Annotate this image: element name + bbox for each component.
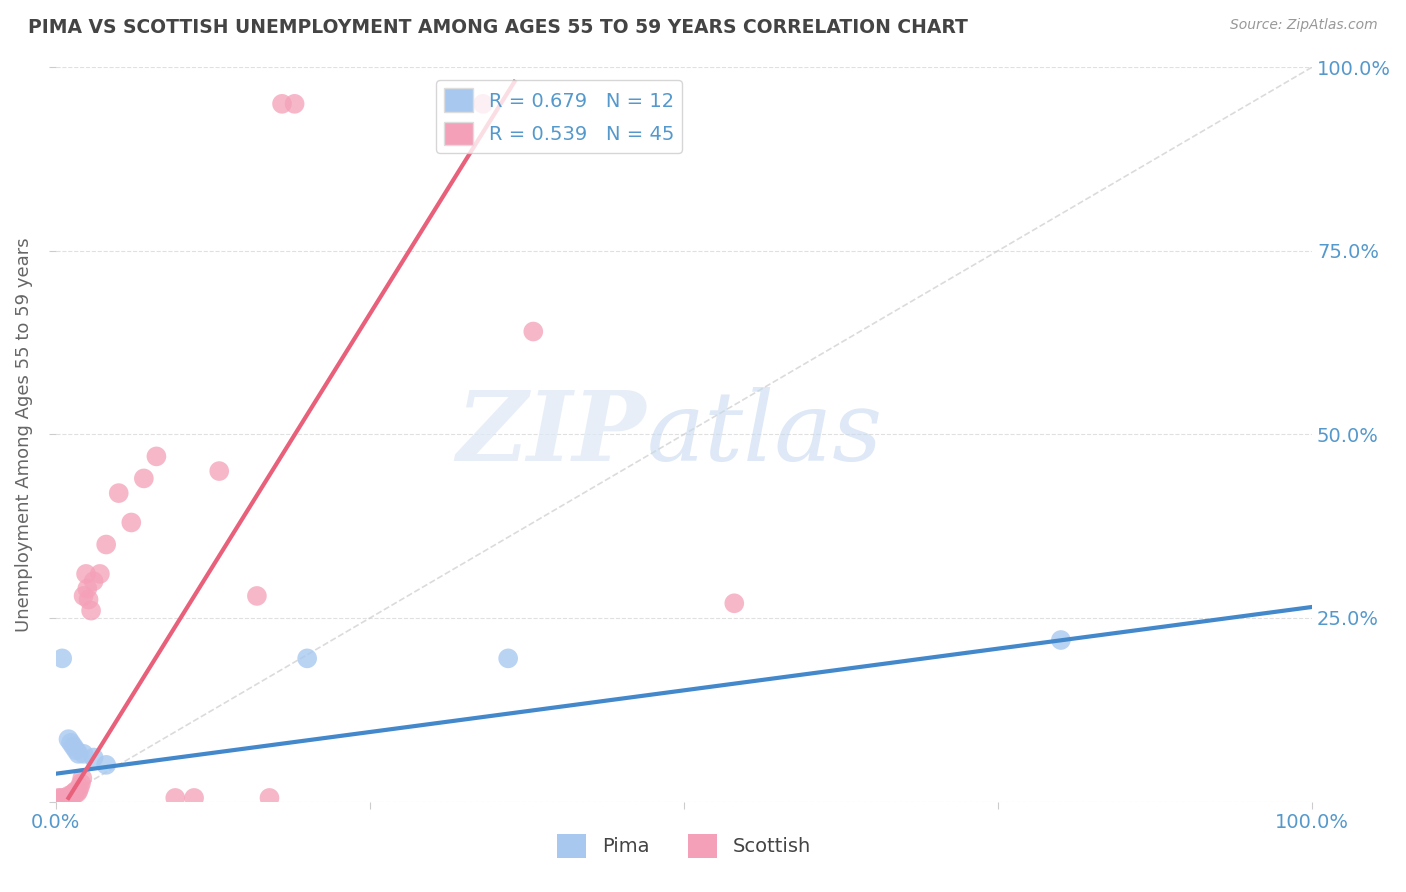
Point — [75, 566, 97, 581]
Point — [58, 791, 80, 805]
Point — [72, 771, 94, 785]
Point — [52, 792, 75, 806]
Point — [69, 780, 91, 794]
Point — [723, 596, 745, 610]
Point — [120, 516, 142, 530]
Point — [49, 793, 72, 807]
Point — [48, 792, 70, 806]
Point — [59, 791, 82, 805]
Point — [67, 783, 90, 797]
Point — [1050, 632, 1073, 647]
Point — [96, 537, 118, 551]
Point — [83, 750, 105, 764]
Y-axis label: Unemployment Among Ages 55 to 59 years: Unemployment Among Ages 55 to 59 years — [15, 237, 32, 632]
Point — [107, 486, 129, 500]
Point — [246, 589, 269, 603]
Point — [51, 651, 73, 665]
Point — [56, 792, 79, 806]
Point — [80, 604, 103, 618]
Point — [208, 464, 231, 478]
Point — [295, 651, 318, 665]
Point — [67, 747, 90, 761]
Point — [51, 792, 73, 806]
Point — [183, 791, 205, 805]
Point — [59, 736, 82, 750]
Point — [472, 96, 495, 111]
Point — [58, 789, 80, 803]
Point — [62, 739, 84, 754]
Text: atlas: atlas — [647, 387, 883, 482]
Point — [72, 747, 94, 761]
Text: Source: ZipAtlas.com: Source: ZipAtlas.com — [1230, 18, 1378, 32]
Point — [259, 791, 281, 805]
Point — [60, 787, 83, 801]
Point — [89, 566, 111, 581]
Point — [496, 651, 519, 665]
Text: PIMA VS SCOTTISH UNEMPLOYMENT AMONG AGES 55 TO 59 YEARS CORRELATION CHART: PIMA VS SCOTTISH UNEMPLOYMENT AMONG AGES… — [28, 18, 967, 37]
Point — [96, 757, 118, 772]
Point — [70, 776, 93, 790]
Point — [58, 732, 80, 747]
Point — [271, 96, 294, 111]
Point — [59, 790, 82, 805]
Point — [51, 791, 73, 805]
Point — [53, 791, 76, 805]
Text: ZIP: ZIP — [457, 387, 647, 482]
Point — [83, 574, 105, 589]
Point — [65, 783, 87, 797]
Point — [55, 792, 77, 806]
Point — [63, 787, 86, 801]
Point — [48, 791, 70, 805]
Point — [77, 592, 100, 607]
Point — [65, 743, 87, 757]
Point — [66, 786, 89, 800]
Point — [284, 96, 307, 111]
Point — [165, 791, 187, 805]
Point — [72, 589, 94, 603]
Legend: R = 0.679   N = 12, R = 0.539   N = 45: R = 0.679 N = 12, R = 0.539 N = 45 — [436, 80, 682, 153]
Point — [145, 450, 167, 464]
Point — [49, 791, 72, 805]
Point — [62, 786, 84, 800]
Point — [76, 582, 98, 596]
Point — [132, 471, 155, 485]
Point — [522, 325, 544, 339]
